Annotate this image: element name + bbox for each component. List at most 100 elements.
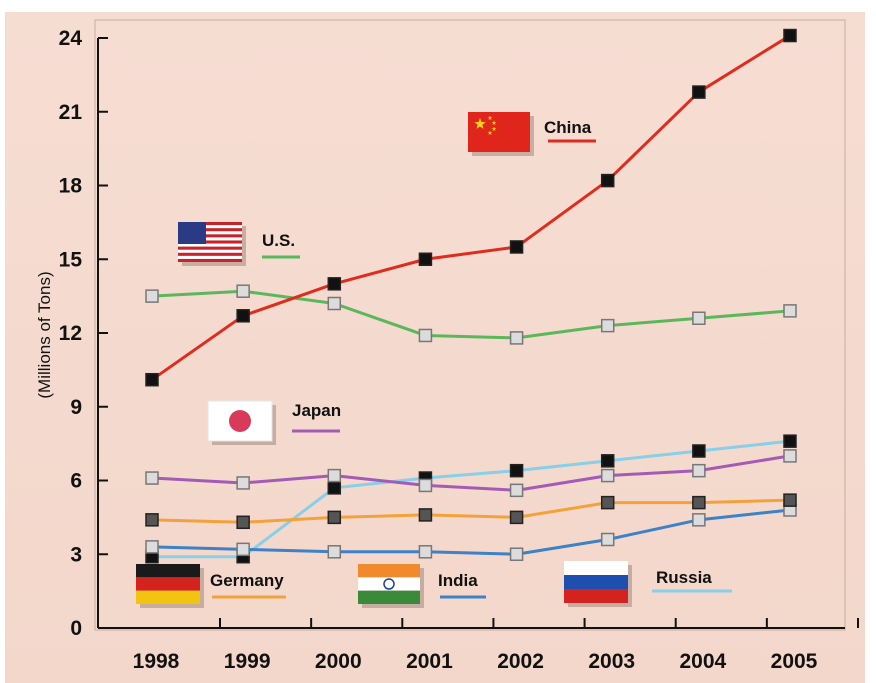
series-line-germany <box>151 498 791 524</box>
data-point-germany <box>600 495 615 510</box>
data-point-japan <box>236 476 250 490</box>
y-tick-label: 3 <box>70 543 82 566</box>
us-flag-stripe <box>178 228 242 232</box>
russia-flag-icon <box>564 561 632 607</box>
data-point-india <box>327 545 342 559</box>
china-flag-star <box>474 118 486 129</box>
us-flag-stripe <box>178 246 242 250</box>
y-axis-title: (Millions of Tons) <box>35 271 54 398</box>
germany-flag-stripe-black <box>136 564 200 578</box>
data-point-germany <box>783 493 797 507</box>
data-point-germany <box>236 515 250 530</box>
data-point-us <box>509 331 524 345</box>
data-point-japan <box>600 468 615 483</box>
us-flag-stripe <box>178 258 242 262</box>
us-flag-icon <box>178 222 246 266</box>
series-line-japan <box>151 454 791 492</box>
data-point-us <box>236 284 250 298</box>
china-flag-icon <box>468 112 534 156</box>
india-flag-icon <box>358 564 424 608</box>
data-point-india <box>692 513 706 527</box>
plot-background <box>5 12 865 683</box>
russia-flag-stripe-blue <box>564 575 628 589</box>
russia-flag-stripe-red <box>564 589 628 603</box>
data-point-germany <box>418 508 433 522</box>
data-point-india <box>509 547 524 561</box>
series-line-india <box>151 508 791 556</box>
series-line-china <box>151 34 791 381</box>
data-point-india <box>418 545 433 559</box>
legend-label-germany: Germany <box>210 571 284 590</box>
us-flag-stripe <box>178 240 242 244</box>
data-point-india <box>145 540 159 554</box>
legend-label-india: India <box>438 571 478 590</box>
india-flag-stripe-saffron <box>358 564 420 578</box>
china-flag-small-star <box>487 115 493 121</box>
data-point-japan <box>509 483 524 498</box>
y-tick-label: 18 <box>59 175 83 198</box>
data-point-russia <box>600 454 615 468</box>
data-point-china <box>509 240 524 254</box>
india-flag-stripe-white <box>358 577 420 591</box>
data-point-germany <box>692 495 706 510</box>
x-tick-label: 2003 <box>588 650 635 673</box>
china-flag-small-star <box>491 120 497 126</box>
us-flag-stripe <box>178 234 242 238</box>
japan-flag-icon <box>207 400 276 445</box>
legend-label-us: U.S. <box>262 231 295 250</box>
us-flag-stripe <box>178 252 242 256</box>
us-flag-stripe <box>178 222 242 226</box>
data-point-china <box>692 85 706 99</box>
data-point-us <box>600 318 615 333</box>
y-tick-label: 0 <box>70 617 82 640</box>
plot-frame <box>94 19 846 631</box>
data-point-russia <box>783 434 797 448</box>
data-point-us <box>145 289 159 303</box>
india-flag-stripe-green <box>358 590 420 604</box>
legend-label-russia: Russia <box>656 568 712 587</box>
data-point-us <box>418 328 433 343</box>
data-point-us <box>783 304 797 318</box>
data-point-japan <box>145 471 159 485</box>
data-point-us <box>692 311 706 325</box>
data-point-russia <box>692 444 706 458</box>
data-point-japan <box>327 468 342 483</box>
data-point-germany <box>509 510 524 525</box>
y-tick-label: 12 <box>59 322 82 345</box>
china-flag-field <box>468 112 530 152</box>
y-tick-label: 9 <box>70 396 82 419</box>
legend-label-japan: Japan <box>292 401 341 420</box>
data-point-china <box>236 309 250 323</box>
x-tick-label: 1999 <box>224 650 271 673</box>
y-tick-label: 15 <box>59 248 83 271</box>
data-point-china <box>418 252 433 266</box>
data-point-germany <box>327 510 342 525</box>
data-point-russia <box>327 481 342 495</box>
series-line-us <box>151 289 791 340</box>
germany-flag-stripe-red <box>136 577 200 591</box>
x-tick-label: 2005 <box>771 650 818 673</box>
legend-label-china: China <box>544 118 592 137</box>
data-point-germany <box>145 513 159 527</box>
data-point-india <box>236 542 250 557</box>
y-tick-label: 6 <box>70 470 82 493</box>
japan-flag-sun <box>229 410 251 432</box>
x-tick-label: 2002 <box>497 650 544 673</box>
data-point-russia <box>509 463 524 478</box>
us-flag-canton <box>178 222 206 244</box>
data-point-us <box>327 296 342 311</box>
data-point-japan <box>783 449 797 463</box>
data-point-china <box>783 28 797 43</box>
china-flag-small-star <box>491 126 497 132</box>
data-point-china <box>145 372 159 387</box>
x-tick-label: 2004 <box>679 650 726 673</box>
india-flag-chakra <box>383 578 395 590</box>
germany-flag-icon <box>136 564 204 608</box>
china-flag-small-star <box>487 130 493 136</box>
germany-flag-stripe-gold <box>136 590 200 604</box>
data-point-china <box>327 277 342 291</box>
data-point-china <box>600 173 615 188</box>
data-point-japan <box>692 463 706 478</box>
